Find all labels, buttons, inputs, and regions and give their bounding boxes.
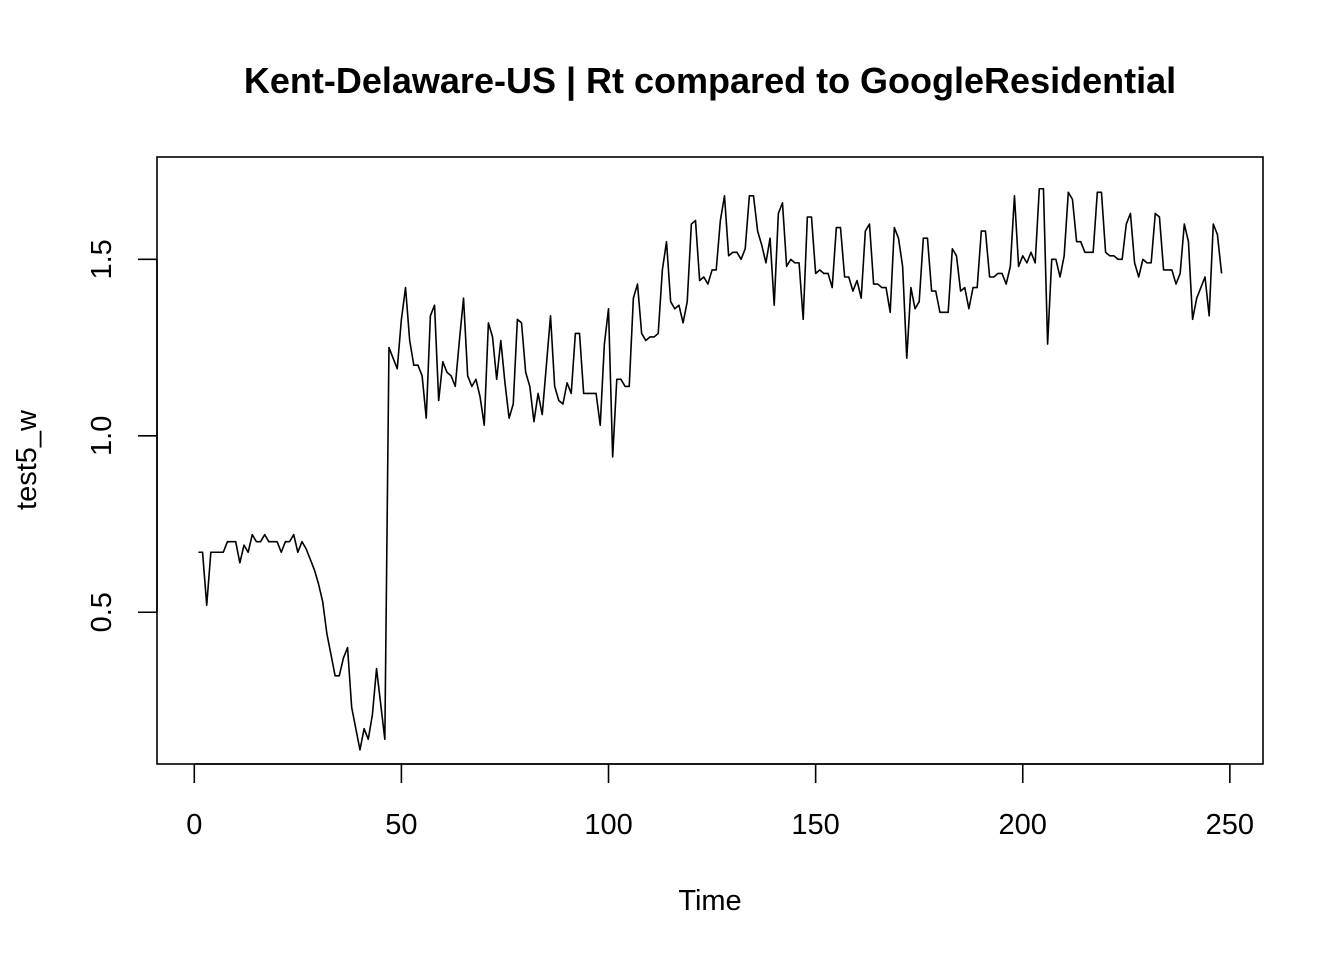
x-tick-label: 100 [584, 809, 632, 841]
x-tick-label: 250 [1206, 809, 1254, 841]
x-tick-label: 200 [999, 809, 1047, 841]
x-tick-label: 0 [186, 809, 202, 841]
series-line [198, 187, 1223, 751]
x-axis: 0 50 100 150 200 250 [186, 763, 1254, 841]
y-tick-label: 1.0 [86, 416, 118, 456]
y-axis-label: test5_w [11, 409, 43, 510]
y-tick-label: 1.5 [86, 239, 118, 279]
x-axis-label: Time [678, 885, 741, 917]
x-tick-label: 50 [385, 809, 417, 841]
y-axis: 0.5 1.0 1.5 [86, 239, 158, 632]
chart-title: Kent-Delaware-US | Rt compared to Google… [244, 60, 1176, 102]
x-tick-label: 150 [791, 809, 839, 841]
y-tick-label: 0.5 [86, 592, 118, 632]
